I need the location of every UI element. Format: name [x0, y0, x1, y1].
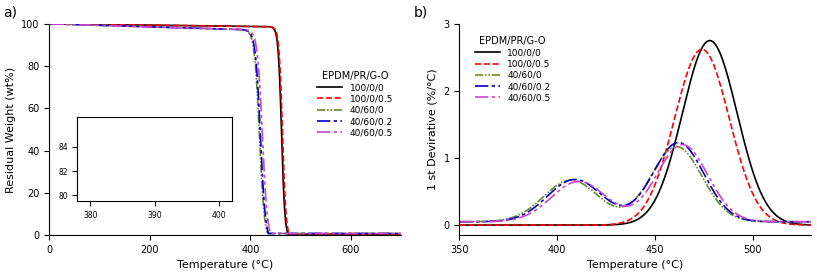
Legend: 100/0/0, 100/0/0.5, 40/60/0, 40/60/0.2, 40/60/0.5: 100/0/0, 100/0/0.5, 40/60/0, 40/60/0.2, … [314, 67, 397, 141]
X-axis label: Temperature (°C): Temperature (°C) [587, 261, 684, 270]
X-axis label: Temperature (°C): Temperature (°C) [177, 261, 274, 270]
Y-axis label: Residual Weight (wt%): Residual Weight (wt%) [6, 67, 16, 193]
Y-axis label: 1 st Devirative (%/°C): 1 st Devirative (%/°C) [428, 69, 438, 190]
Text: a): a) [3, 6, 17, 20]
Text: b): b) [413, 6, 428, 20]
Legend: 100/0/0, 100/0/0.5, 40/60/0, 40/60/0.2, 40/60/0.5: 100/0/0, 100/0/0.5, 40/60/0, 40/60/0.2, … [471, 33, 554, 106]
